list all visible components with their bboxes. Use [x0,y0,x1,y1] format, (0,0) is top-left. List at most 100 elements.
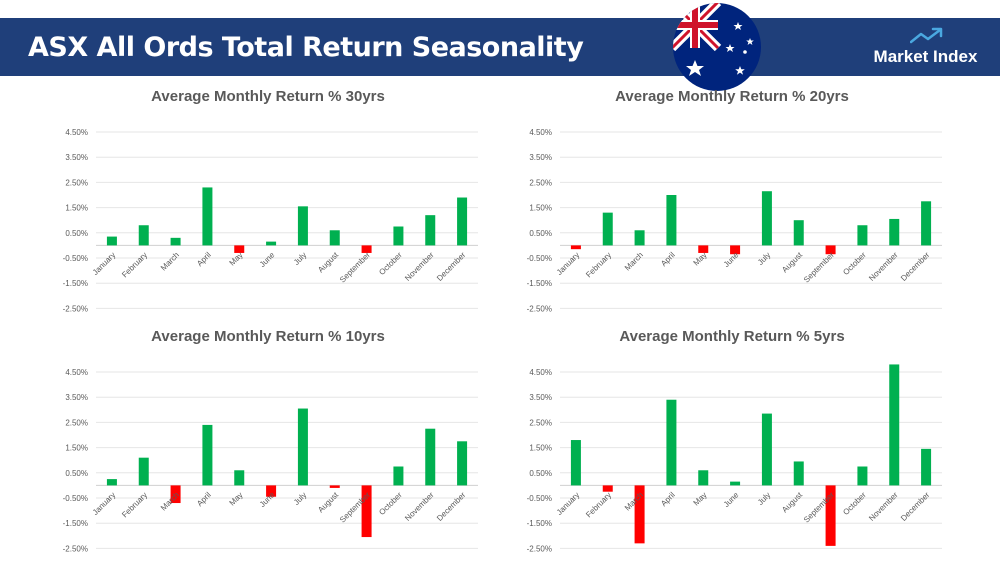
bar-february [602,485,613,492]
x-tick-label: February [584,490,613,519]
x-tick-label: August [780,490,805,515]
x-tick-label: April [659,490,677,508]
x-tick-label: July [756,490,772,506]
bar-december [921,448,932,486]
chart-title: Average Monthly Return % 20yrs [615,88,849,105]
x-tick-label: May [228,490,245,507]
bar-january [570,440,581,486]
y-tick-label: 1.50% [65,204,88,213]
bar-december [921,201,932,246]
bar-march [634,485,645,544]
bar-june [730,481,741,486]
bar-september [825,245,836,255]
bar-july [297,408,308,486]
y-tick-label: -0.50% [63,254,88,263]
y-tick-label: 1.50% [65,444,88,453]
bar-march [170,485,181,504]
y-tick-label: 1.50% [529,204,552,213]
x-tick-label: January [555,250,581,276]
bar-may [698,245,709,253]
chart-panel-10yrs: Average Monthly Return % 10yrs 4.50% 3.50… [18,328,518,578]
y-tick-label: -0.50% [527,494,552,503]
x-tick-label: May [692,490,709,507]
bar-chart-20yrs: 4.50% 3.50% 2.50% 1.50% 0.50% -0.50% -1.50% -2.… [527,128,942,313]
chart-title: Average Monthly Return % 5yrs [619,328,845,345]
x-tick-label: March [159,250,181,272]
bar-september [361,485,372,538]
y-tick-label: 2.50% [65,178,88,187]
x-tick-label: December [435,490,468,523]
trend-up-arrow-icon [910,27,943,44]
x-tick-label: February [120,490,149,519]
bar-june [730,245,741,255]
bar-january [106,236,117,246]
x-tick-label: October [841,490,868,517]
bar-august [793,220,804,246]
bar-june [266,485,277,497]
y-tick-label: -1.50% [63,519,88,528]
bar-march [634,230,645,246]
market-index-logo: Market Index [858,27,993,72]
bar-chart-10yrs: 4.50% 3.50% 2.50% 1.50% 0.50% -0.50% -1.50% -2.… [63,368,478,553]
bar-october [857,225,868,246]
bar-january [570,245,581,250]
bar-august [793,461,804,486]
x-tick-label: September [338,250,372,284]
x-tick-label: October [841,250,868,277]
bar-october [393,466,404,486]
bar-april [666,399,677,486]
y-tick-label: 0.50% [529,229,552,238]
y-tick-label: 4.50% [529,128,552,137]
bar-november [889,218,900,246]
bar-december [457,197,468,246]
x-tick-label: March [623,250,645,272]
bar-august [329,485,340,488]
bar-july [297,206,308,246]
x-tick-label: May [692,250,709,267]
bar-chart-5yrs: 4.50% 3.50% 2.50% 1.50% 0.50% -0.50% -1.50% -2.… [527,364,942,553]
y-tick-label: -2.50% [527,304,552,313]
x-tick-label: January [91,490,117,516]
chart-panel-30yrs: Average Monthly Return % 30yrs 4.50% 3.50… [18,88,518,338]
y-tick-label: 4.50% [529,368,552,377]
bar-april [202,187,213,246]
x-tick-label: January [555,490,581,516]
x-tick-label: January [91,250,117,276]
chart-title: Average Monthly Return % 30yrs [151,88,385,105]
y-tick-label: -1.50% [527,279,552,288]
x-tick-label: November [403,250,436,283]
bar-january [106,479,117,486]
chart-panel-5yrs: Average Monthly Return % 5yrs 4.50% 3.50%… [482,328,982,578]
x-tick-label: December [899,490,932,523]
chart-title: Average Monthly Return % 10yrs [151,328,385,345]
x-tick-label: October [377,490,404,517]
x-tick-label: July [292,250,308,266]
bar-chart-30yrs: 4.50% 3.50% 2.50% 1.50% 0.50% -0.50% -1.50% -2.… [63,128,478,313]
chart-panel-20yrs: Average Monthly Return % 20yrs 4.50% 3.50… [482,88,982,338]
bar-september [825,485,836,546]
x-tick-label: April [195,490,213,508]
x-tick-label: May [228,250,245,267]
x-tick-label: April [195,250,213,268]
y-tick-label: 3.50% [65,153,88,162]
x-tick-label: August [316,490,341,515]
y-tick-label: -2.50% [63,304,88,313]
bar-may [698,470,709,486]
x-tick-label: December [435,250,468,283]
bar-october [857,466,868,486]
bar-june [266,241,277,246]
x-tick-label: July [756,250,772,266]
bar-december [457,441,468,486]
y-tick-label: 1.50% [529,444,552,453]
bar-july [761,413,772,486]
y-tick-label: -2.50% [63,544,88,553]
x-tick-label: April [659,250,677,268]
page-title: ASX All Ords Total Return Seasonality [28,32,584,63]
brand-name: Market Index [873,47,978,66]
bar-august [329,230,340,246]
x-tick-label: August [316,250,341,275]
bar-november [425,428,436,486]
bar-july [761,191,772,246]
y-tick-label: 2.50% [529,178,552,187]
y-tick-label: 3.50% [65,393,88,402]
